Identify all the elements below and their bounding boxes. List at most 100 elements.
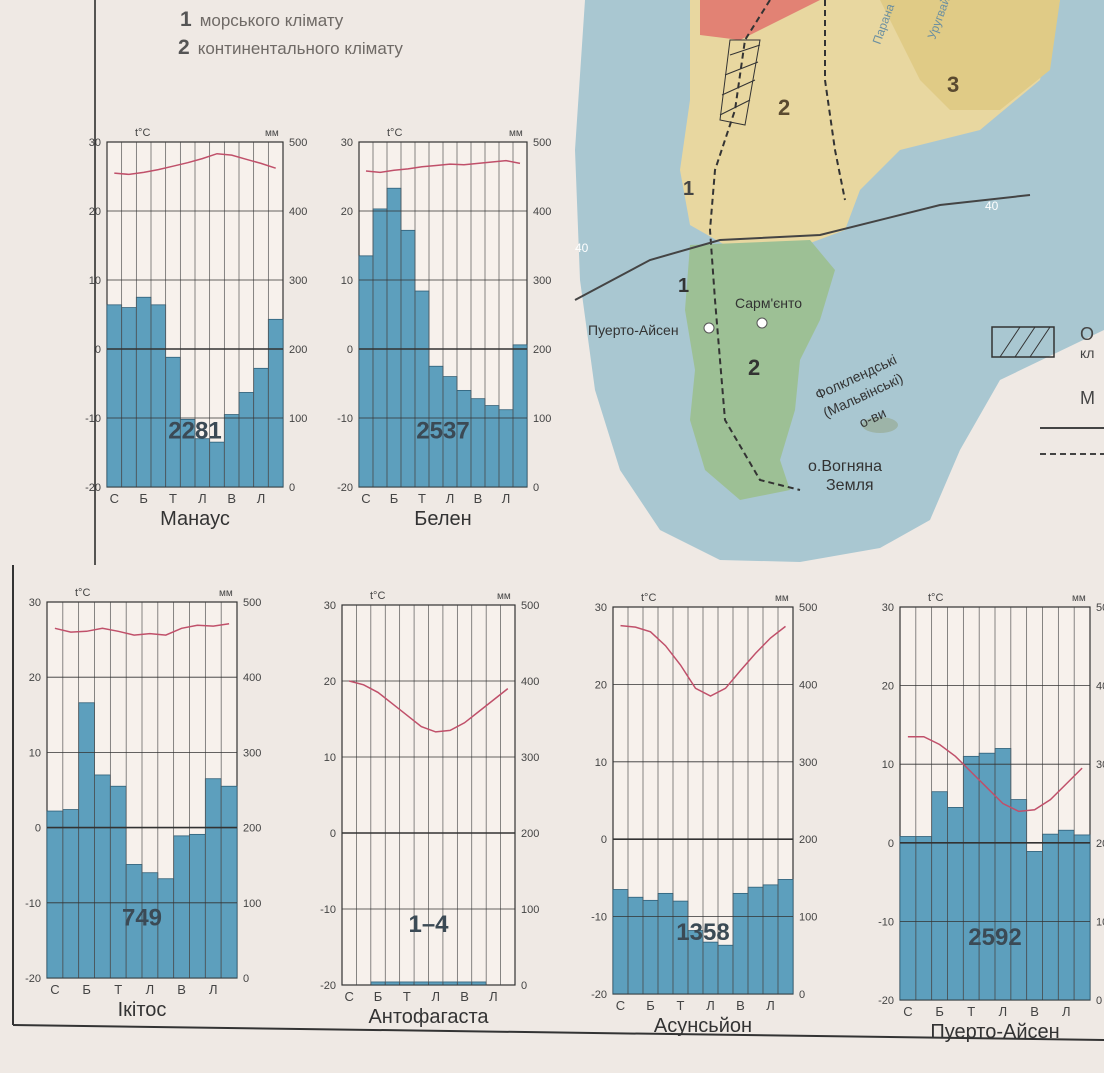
temp-tick-label: 20 [595, 679, 607, 691]
month-tick-label: Л [146, 982, 155, 997]
month-tick-label: Б [390, 491, 399, 506]
precip-bar [253, 367, 269, 488]
precip-bar [428, 981, 444, 986]
precip-bar [109, 785, 127, 979]
precip-bar [702, 941, 719, 995]
precip-tick-label: 0 [799, 989, 805, 1001]
temp-axis-unit: t°C [387, 127, 402, 139]
temp-tick-label: -20 [25, 973, 41, 985]
precip-bar [194, 438, 211, 488]
city-label-puerto-aysen: Пуерто-Айсен [588, 322, 679, 338]
month-tick-label: Л [766, 998, 775, 1013]
month-tick-label: В [227, 491, 236, 506]
temp-tick-label: 30 [324, 600, 336, 612]
temp-tick-label: 20 [89, 206, 101, 218]
map-zone-label: 1 [683, 178, 694, 200]
legend-item-maritime: 1 морського клімату [180, 8, 343, 32]
precip-axis-unit: мм [497, 591, 511, 602]
map-zone-3 [880, 0, 1060, 110]
legend-label: континентального клімату [197, 39, 403, 58]
temp-line [907, 735, 1083, 813]
temp-tick-label: -10 [25, 898, 41, 910]
legend-label: морського клімату [199, 11, 344, 30]
temp-tick-label: 30 [882, 602, 894, 614]
precip-bar [384, 981, 401, 986]
month-tick-label: Л [446, 491, 455, 506]
precip-bar [777, 879, 794, 995]
precip-bar [400, 229, 416, 488]
latitude-label: 40 [575, 241, 589, 255]
precip-bar [372, 208, 388, 488]
precip-tick-label: 100 [1096, 916, 1104, 928]
station-name: Ікітос [118, 999, 167, 1021]
precip-bar [498, 409, 514, 488]
precip-bar [1073, 834, 1091, 1001]
precip-bar [931, 791, 948, 1001]
precip-bar [135, 296, 152, 488]
temp-tick-label: 10 [324, 752, 336, 764]
month-tick-label: Т [114, 982, 122, 997]
temp-tick-label: -20 [337, 482, 353, 494]
precip-tick-label: 0 [289, 482, 295, 494]
month-tick-label: В [474, 491, 483, 506]
precip-axis-unit: мм [775, 593, 789, 604]
temp-tick-label: 10 [89, 275, 101, 287]
legend-item-continental: 2 континентального клімату [178, 36, 403, 60]
precip-tick-label: 400 [243, 672, 261, 684]
temp-tick-label: 10 [29, 747, 41, 759]
right-legend-label: кл [1080, 345, 1094, 361]
map-zone-label: 3 [947, 72, 959, 97]
month-tick-label: С [110, 491, 119, 506]
precip-tick-label: 400 [1096, 681, 1104, 693]
precip-tick-label: 100 [289, 413, 307, 425]
precip-bar [947, 807, 964, 1001]
precip-bar [399, 981, 415, 986]
precip-tick-label: 500 [1096, 602, 1104, 614]
precip-tick-label: 500 [533, 137, 551, 149]
temp-tick-label: -10 [337, 413, 353, 425]
precip-tick-label: 100 [799, 912, 817, 924]
annual-precip-label: 749 [122, 904, 162, 931]
precip-bar [204, 778, 222, 979]
month-tick-label: Б [646, 998, 655, 1013]
map-zone-red [700, 0, 820, 40]
legend-number: 2 [178, 36, 190, 59]
precip-axis-unit: мм [509, 128, 523, 139]
precip-bar [223, 414, 240, 488]
precip-tick-label: 500 [799, 602, 817, 614]
month-tick-label: Т [677, 998, 685, 1013]
precip-bar [732, 892, 749, 995]
precip-tick-label: 300 [799, 757, 817, 769]
map-zone-label: 1 [678, 275, 689, 297]
precip-bar [471, 981, 487, 986]
station-name: Манаус [160, 508, 230, 530]
temp-line [365, 159, 521, 174]
precip-tick-label: 500 [243, 597, 261, 609]
temp-tick-label: 0 [347, 344, 353, 356]
temp-tick-label: 0 [95, 344, 101, 356]
month-tick-label: Л [209, 982, 218, 997]
month-tick-label: С [50, 982, 59, 997]
precip-bar [442, 981, 458, 986]
precip-bar [150, 304, 167, 488]
precip-bar [173, 835, 190, 979]
precip-tick-label: 300 [533, 275, 551, 287]
precip-bar [717, 944, 734, 995]
precip-tick-label: 500 [289, 137, 307, 149]
annual-precip-label: 1358 [676, 919, 729, 946]
temp-line [349, 680, 509, 733]
map-zone-label: 2 [778, 95, 790, 120]
precip-tick-label: 400 [289, 206, 307, 218]
annual-precip-label: 2592 [968, 924, 1021, 951]
precip-bar [627, 896, 644, 995]
temp-tick-label: 30 [341, 137, 353, 149]
precip-bar [612, 889, 629, 995]
station-name: Антофагаста [368, 1006, 489, 1028]
temp-axis-unit: t°C [135, 127, 150, 139]
temp-tick-label: 20 [341, 206, 353, 218]
month-tick-label: С [616, 998, 625, 1013]
temp-tick-label: -10 [591, 912, 607, 924]
temp-tick-label: -10 [878, 916, 894, 928]
